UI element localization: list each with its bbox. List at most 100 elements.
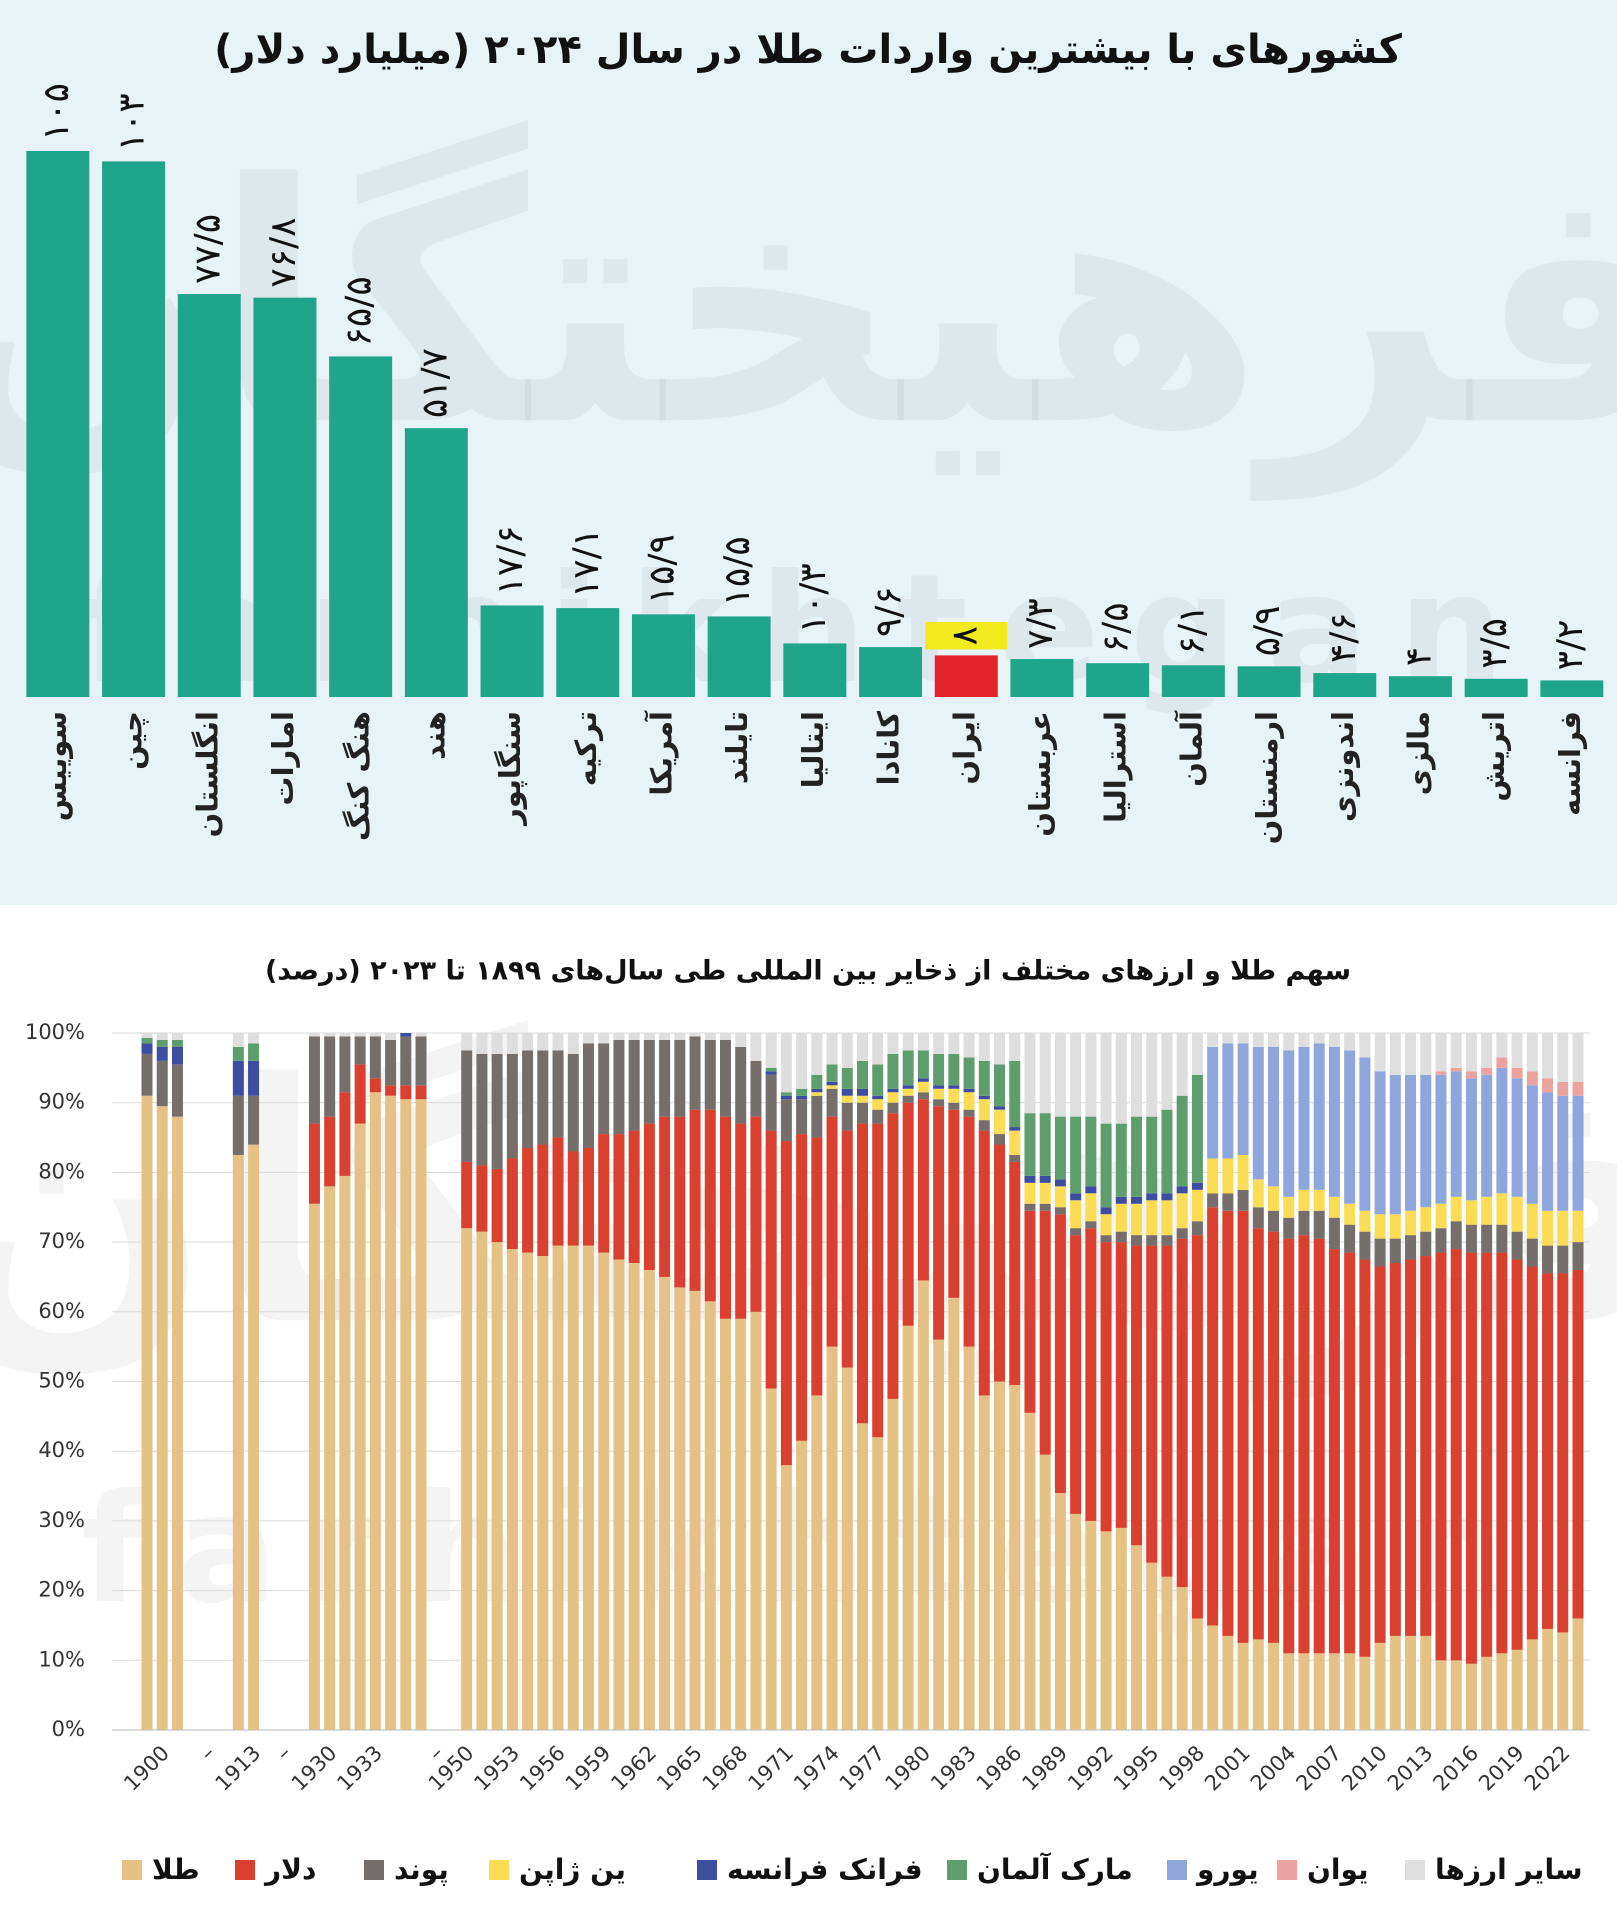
bar-segment	[308, 1123, 320, 1204]
bar-segment	[491, 1053, 503, 1169]
value-label-group: ۶/۱	[1171, 604, 1212, 655]
bar-segment	[1526, 1266, 1538, 1640]
bar-segment	[491, 1033, 503, 1054]
x-tick-label-group: 1968	[698, 1741, 753, 1796]
value-label-highlight	[925, 622, 1008, 650]
bar-segment	[232, 1060, 244, 1096]
legend-swatch	[1167, 1860, 1187, 1880]
legend-swatch	[947, 1860, 967, 1880]
bar-segment	[1268, 1033, 1280, 1047]
bar-segment	[1283, 1653, 1295, 1730]
value-label: ۶۵/۵	[339, 276, 380, 346]
bar-segment	[1481, 1656, 1493, 1730]
bar-segment	[1161, 1033, 1173, 1110]
bar-segment	[1465, 1033, 1477, 1072]
x-tick-label: 1974	[789, 1741, 844, 1796]
value-label: ۵/۹	[1247, 606, 1288, 657]
bar-segment	[1176, 1095, 1188, 1187]
bar-segment	[1176, 1033, 1188, 1096]
bar-segment	[1298, 1046, 1310, 1190]
y-tick-label: 60%	[38, 1299, 85, 1323]
value-label-group: ۳/۲	[1550, 620, 1591, 671]
bar-segment	[689, 1036, 701, 1110]
x-tick-label: –	[195, 1741, 219, 1765]
bar-segment	[978, 1060, 990, 1096]
bar	[934, 655, 998, 697]
x-tick-label: 2019	[1474, 1741, 1529, 1796]
category-label: تایلند	[720, 711, 754, 784]
bar-segment	[917, 1033, 929, 1051]
value-label: ۱۷/۱	[566, 528, 607, 598]
bar-segment	[887, 1102, 899, 1114]
category-label-group: اندونزی	[1326, 711, 1360, 822]
bar-segment	[1496, 1067, 1508, 1194]
bar-segment	[1161, 1109, 1173, 1194]
bar-segment	[917, 1050, 929, 1079]
bar-segment	[1389, 1074, 1401, 1215]
bar-segment	[1146, 1116, 1158, 1194]
bar-segment	[933, 1106, 945, 1340]
bar-segment	[1572, 1242, 1584, 1270]
bar-segment	[1435, 1071, 1447, 1075]
bar-segment	[1207, 1046, 1219, 1159]
value-label: ۷۷/۵	[187, 214, 228, 284]
bar-segment	[704, 1033, 716, 1040]
bar-segment	[400, 1036, 412, 1086]
bar-segment	[872, 1095, 884, 1100]
bar-segment	[1542, 1078, 1554, 1093]
x-tick-label: 1998	[1154, 1741, 1209, 1796]
value-label-group: ۵۱/۷	[414, 348, 455, 418]
legend-swatch	[1405, 1860, 1425, 1880]
bar-segment	[385, 1039, 397, 1086]
bar-segment	[308, 1033, 320, 1037]
legend-swatch	[1277, 1860, 1297, 1880]
bar-segment	[933, 1339, 945, 1730]
bar-segment	[735, 1123, 747, 1319]
bar-segment	[522, 1050, 534, 1149]
bar-segment	[1374, 1238, 1386, 1267]
value-label-group: ۴/۶	[1323, 612, 1364, 663]
bar-segment	[963, 1092, 975, 1110]
bar-segment	[613, 1033, 625, 1040]
bar-segment	[1298, 1653, 1310, 1730]
x-tick-label: 1995	[1109, 1741, 1164, 1796]
bar-segment	[1557, 1081, 1569, 1096]
bar-segment	[1009, 1060, 1021, 1128]
legend-swatch	[364, 1860, 384, 1880]
bar-segment	[1131, 1245, 1143, 1546]
bar-segment	[1115, 1033, 1127, 1124]
bar-segment	[1526, 1085, 1538, 1204]
bar-segment	[1435, 1252, 1447, 1661]
bar-segment	[324, 1036, 336, 1117]
bar-segment	[1405, 1074, 1417, 1211]
bar-segment	[1313, 1033, 1325, 1044]
bar-segment	[1511, 1067, 1523, 1079]
bar-segment	[400, 1099, 412, 1730]
legend-swatch	[697, 1860, 717, 1880]
bar-segment	[385, 1033, 397, 1040]
bar-segment	[1161, 1235, 1173, 1246]
bar-segment	[1542, 1628, 1554, 1730]
bar-segment	[1496, 1252, 1508, 1654]
bar-segment	[1146, 1245, 1158, 1563]
bar-segment	[1176, 1186, 1188, 1194]
bar-segment	[476, 1165, 488, 1232]
bar-segment	[1465, 1071, 1477, 1079]
bar-segment	[1115, 1527, 1127, 1730]
bar-segment	[994, 1144, 1006, 1382]
bar	[1313, 673, 1377, 697]
bar-segment	[1465, 1200, 1477, 1225]
x-tick-label-group: 1913	[211, 1741, 266, 1796]
bar-segment	[1222, 1210, 1234, 1636]
bar-segment	[1389, 1238, 1401, 1264]
bar-segment	[994, 1033, 1006, 1065]
bar-segment	[796, 1134, 808, 1441]
bar-segment	[248, 1095, 260, 1145]
bar-segment	[522, 1148, 534, 1253]
bar-segment	[978, 1095, 990, 1100]
bar-segment	[1054, 1214, 1066, 1494]
bar-segment	[1542, 1033, 1554, 1079]
bar-segment	[1100, 1123, 1112, 1208]
y-tick-label: 90%	[38, 1090, 85, 1114]
bar-segment	[141, 1033, 153, 1038]
